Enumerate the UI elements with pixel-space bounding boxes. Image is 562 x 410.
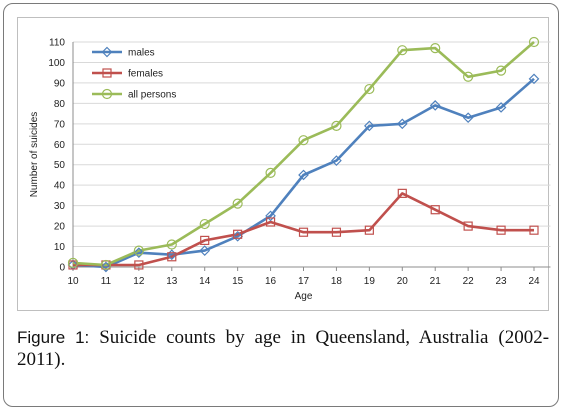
legend-label-all-persons: all persons bbox=[128, 90, 176, 101]
x-tick-label: 22 bbox=[463, 276, 475, 287]
data-point-all-persons bbox=[166, 239, 177, 250]
data-point-males bbox=[265, 210, 276, 222]
caption-text: Suicide counts by age in Queensland, Aus… bbox=[17, 327, 550, 370]
y-tick-label: 100 bbox=[48, 58, 65, 69]
data-point-males bbox=[528, 73, 540, 85]
data-point-females bbox=[331, 227, 342, 237]
y-tick-label: 70 bbox=[54, 119, 66, 130]
x-tick-label: 21 bbox=[430, 276, 442, 287]
data-point-all-persons bbox=[67, 257, 79, 269]
legend-marker-females bbox=[102, 68, 112, 78]
data-point-males bbox=[100, 261, 112, 273]
data-point-all-persons bbox=[495, 65, 507, 76]
series-line-all-persons bbox=[72, 41, 535, 267]
data-point-females bbox=[529, 225, 539, 235]
data-point-all-persons bbox=[265, 167, 276, 179]
y-tick-label: 10 bbox=[54, 242, 66, 253]
x-tick-label: 12 bbox=[133, 276, 145, 287]
series-markers bbox=[67, 36, 540, 273]
data-point-females bbox=[233, 229, 243, 239]
data-point-males bbox=[232, 230, 243, 242]
data-point-all-persons bbox=[100, 259, 112, 271]
y-tick-label: 20 bbox=[54, 222, 66, 233]
x-tick-label: 18 bbox=[331, 276, 343, 287]
figure-caption: Figure 1: Suicide counts by age in Queen… bbox=[17, 327, 549, 371]
data-point-all-persons bbox=[133, 245, 144, 256]
data-point-all-persons bbox=[331, 120, 342, 131]
x-tick-label: 15 bbox=[232, 276, 244, 287]
y-tick-label: 110 bbox=[49, 38, 65, 49]
data-point-females bbox=[463, 221, 473, 231]
y-tick-label: 60 bbox=[54, 140, 66, 151]
x-tick-label: 14 bbox=[199, 276, 211, 287]
data-point-females bbox=[430, 205, 440, 215]
y-tick-label: 50 bbox=[54, 160, 66, 171]
data-point-females bbox=[298, 227, 309, 237]
x-tick-label: 10 bbox=[67, 276, 79, 287]
x-tick-label: 16 bbox=[265, 276, 277, 287]
legend-label-males: males bbox=[128, 48, 155, 59]
gridlines bbox=[72, 41, 551, 271]
data-point-females bbox=[397, 188, 407, 198]
x-tick-label: 23 bbox=[496, 276, 508, 287]
series-line-females bbox=[73, 192, 534, 267]
x-tick-label: 17 bbox=[298, 276, 310, 287]
y-tick-label: 80 bbox=[54, 99, 66, 110]
data-point-males bbox=[462, 112, 474, 124]
x-tick-label: 11 bbox=[101, 276, 112, 287]
caption-label: Figure 1: bbox=[17, 328, 90, 347]
data-point-all-persons bbox=[232, 198, 243, 209]
data-point-all-persons bbox=[430, 43, 441, 54]
data-point-all-persons bbox=[463, 71, 474, 82]
data-point-all-persons bbox=[364, 83, 375, 95]
x-tick-label: 24 bbox=[528, 276, 540, 287]
x-tick-labels: 10 11 12 13 14 15 16 17 18 19 20 21 22 23 24 bbox=[67, 276, 540, 287]
data-point-all-persons bbox=[528, 36, 540, 48]
data-point-all-persons bbox=[199, 218, 210, 230]
data-point-females bbox=[265, 217, 276, 227]
legend-label-females: females bbox=[128, 69, 163, 80]
data-point-all-persons bbox=[298, 135, 309, 146]
legend-marker-males bbox=[101, 46, 113, 58]
x-tick-label: 19 bbox=[364, 276, 376, 287]
data-point-males bbox=[199, 245, 211, 256]
data-point-females bbox=[364, 225, 374, 235]
data-point-females bbox=[496, 225, 506, 235]
legend: males females all persons bbox=[92, 46, 176, 101]
data-point-males bbox=[331, 155, 342, 166]
y-tick-label: 30 bbox=[54, 201, 66, 212]
data-point-males bbox=[429, 100, 441, 111]
y-tick-labels: 0 10 20 30 40 50 60 70 80 90 100 110 bbox=[48, 38, 65, 274]
data-point-males bbox=[298, 169, 309, 181]
data-point-males bbox=[495, 102, 507, 113]
data-point-all-persons bbox=[397, 45, 408, 56]
x-tick-label: 13 bbox=[166, 276, 178, 287]
data-point-females bbox=[134, 260, 144, 270]
y-tick-label: 90 bbox=[54, 78, 66, 89]
data-point-males bbox=[364, 120, 375, 132]
data-point-males bbox=[396, 118, 408, 130]
y-axis-label: Number of suicides bbox=[29, 112, 40, 198]
data-point-females bbox=[200, 235, 210, 246]
x-tick-label: 20 bbox=[397, 276, 409, 287]
data-point-males bbox=[133, 247, 145, 259]
x-axis-label: Age bbox=[295, 291, 313, 302]
y-tick-label: 40 bbox=[54, 181, 66, 192]
legend-marker-all-persons bbox=[101, 88, 113, 100]
series-line-males bbox=[72, 77, 535, 269]
data-point-females bbox=[167, 252, 177, 262]
y-tick-label: 0 bbox=[59, 263, 65, 274]
series-lines bbox=[72, 41, 535, 269]
